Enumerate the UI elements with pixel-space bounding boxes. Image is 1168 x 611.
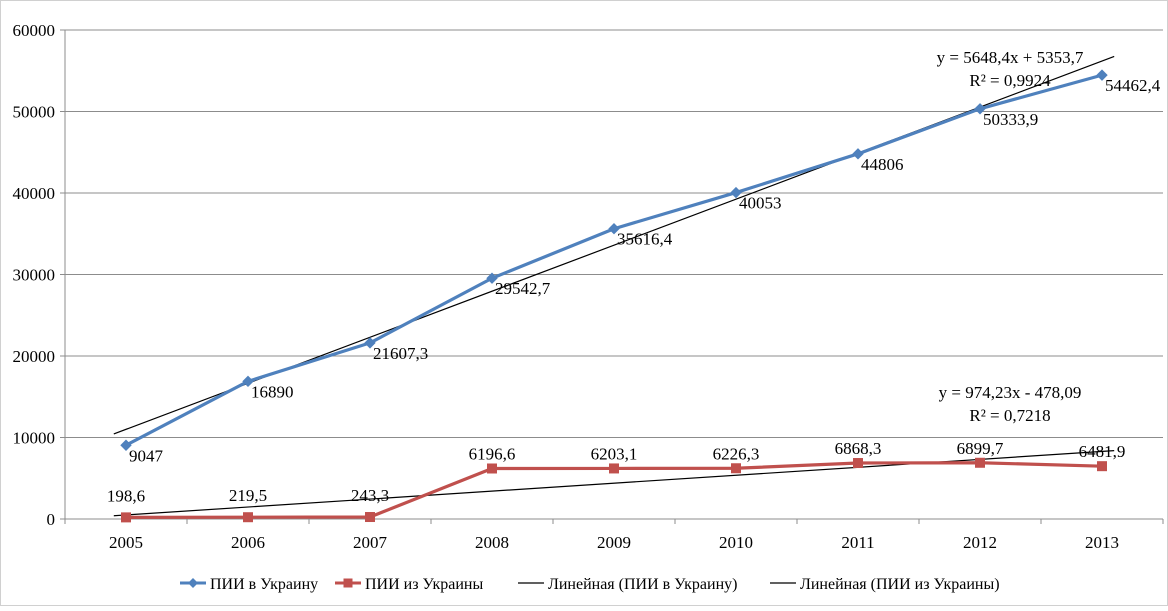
y-tick-label: 20000 [13,347,56,366]
x-tick-label: 2012 [963,533,997,552]
legend: ПИИ в Украину ПИИ из Украины Линейная (ПИИ… [180,576,1000,593]
data-point-marker [609,463,619,474]
trendline-equations: y = 5648,4x + 5353,7 R² = 0,9924 y = 974,2… [937,48,1084,425]
gridlines [65,29,1163,438]
data-label: 44806 [861,155,904,174]
trendline-r2: R² = 0,7218 [969,406,1050,425]
x-tick-label: 2008 [475,533,509,552]
data-point-marker [364,337,376,349]
x-tick-label: 2006 [231,533,265,552]
x-tick-label: 2009 [597,533,631,552]
legend-label: ПИИ в Украину [210,576,318,593]
data-label: 219,5 [229,486,267,505]
data-label: 35616,4 [617,230,673,249]
data-label: 21607,3 [373,344,428,363]
x-tick-label: 2010 [719,533,753,552]
y-tick-label: 30000 [13,266,56,285]
data-label: 6196,6 [469,444,516,463]
legend-marker [188,578,198,588]
data-label: 50333,9 [983,110,1038,129]
legend-label: Линейная (ПИИ из Украины) [800,576,1000,593]
data-point-marker [365,512,375,523]
data-point-marker [1097,461,1107,472]
data-point-marker [853,458,863,469]
data-label: 29542,7 [495,279,551,298]
data-point-marker [1096,69,1108,81]
data-point-marker [852,148,864,160]
data-labels: 9047 16890 21607,3 29542,7 35616,4 40053 44806… [107,76,1161,505]
data-label: 6226,3 [713,444,760,463]
y-tick-label: 60000 [13,21,56,40]
data-label: 243,3 [351,486,389,505]
data-point-marker [242,375,254,388]
y-tick-label: 50000 [13,103,56,122]
data-point-marker [731,463,741,474]
data-point-marker [121,512,131,523]
data-point-marker [486,272,498,284]
legend-marker [343,578,353,588]
y-tick-label: 0 [47,510,56,529]
trendline-r2: R² = 0,9924 [969,71,1051,90]
y-tick-label: 40000 [13,184,56,203]
data-label: 6481,9 [1079,442,1126,461]
data-point-marker [120,439,132,451]
x-tick-label: 2007 [353,533,388,552]
data-label: 198,6 [107,486,145,505]
x-tick-label: 2011 [841,533,874,552]
data-point-marker [243,512,253,523]
legend-label: ПИИ из Украины [365,576,483,593]
data-label: 9047 [129,446,164,465]
data-label: 6868,3 [835,439,882,458]
data-label: 6899,7 [957,439,1004,458]
data-label: 16890 [251,382,294,401]
series [120,69,1108,523]
data-point-marker [608,223,620,235]
x-tick-label: 2005 [109,533,143,552]
data-point-marker [974,103,986,115]
data-label: 54462,4 [1105,76,1161,95]
data-label: 6203,1 [591,444,638,463]
data-point-marker [730,186,742,199]
trendline-equation: y = 974,23x - 478,09 [939,383,1082,402]
data-point-marker [487,463,497,474]
legend-label: Линейная (ПИИ в Украину) [548,576,737,593]
data-point-marker [975,457,985,468]
x-tick-label: 2013 [1085,533,1119,552]
data-label: 40053 [739,194,782,213]
trendline-equation: y = 5648,4x + 5353,7 [937,48,1084,67]
y-tick-label: 10000 [13,429,56,448]
